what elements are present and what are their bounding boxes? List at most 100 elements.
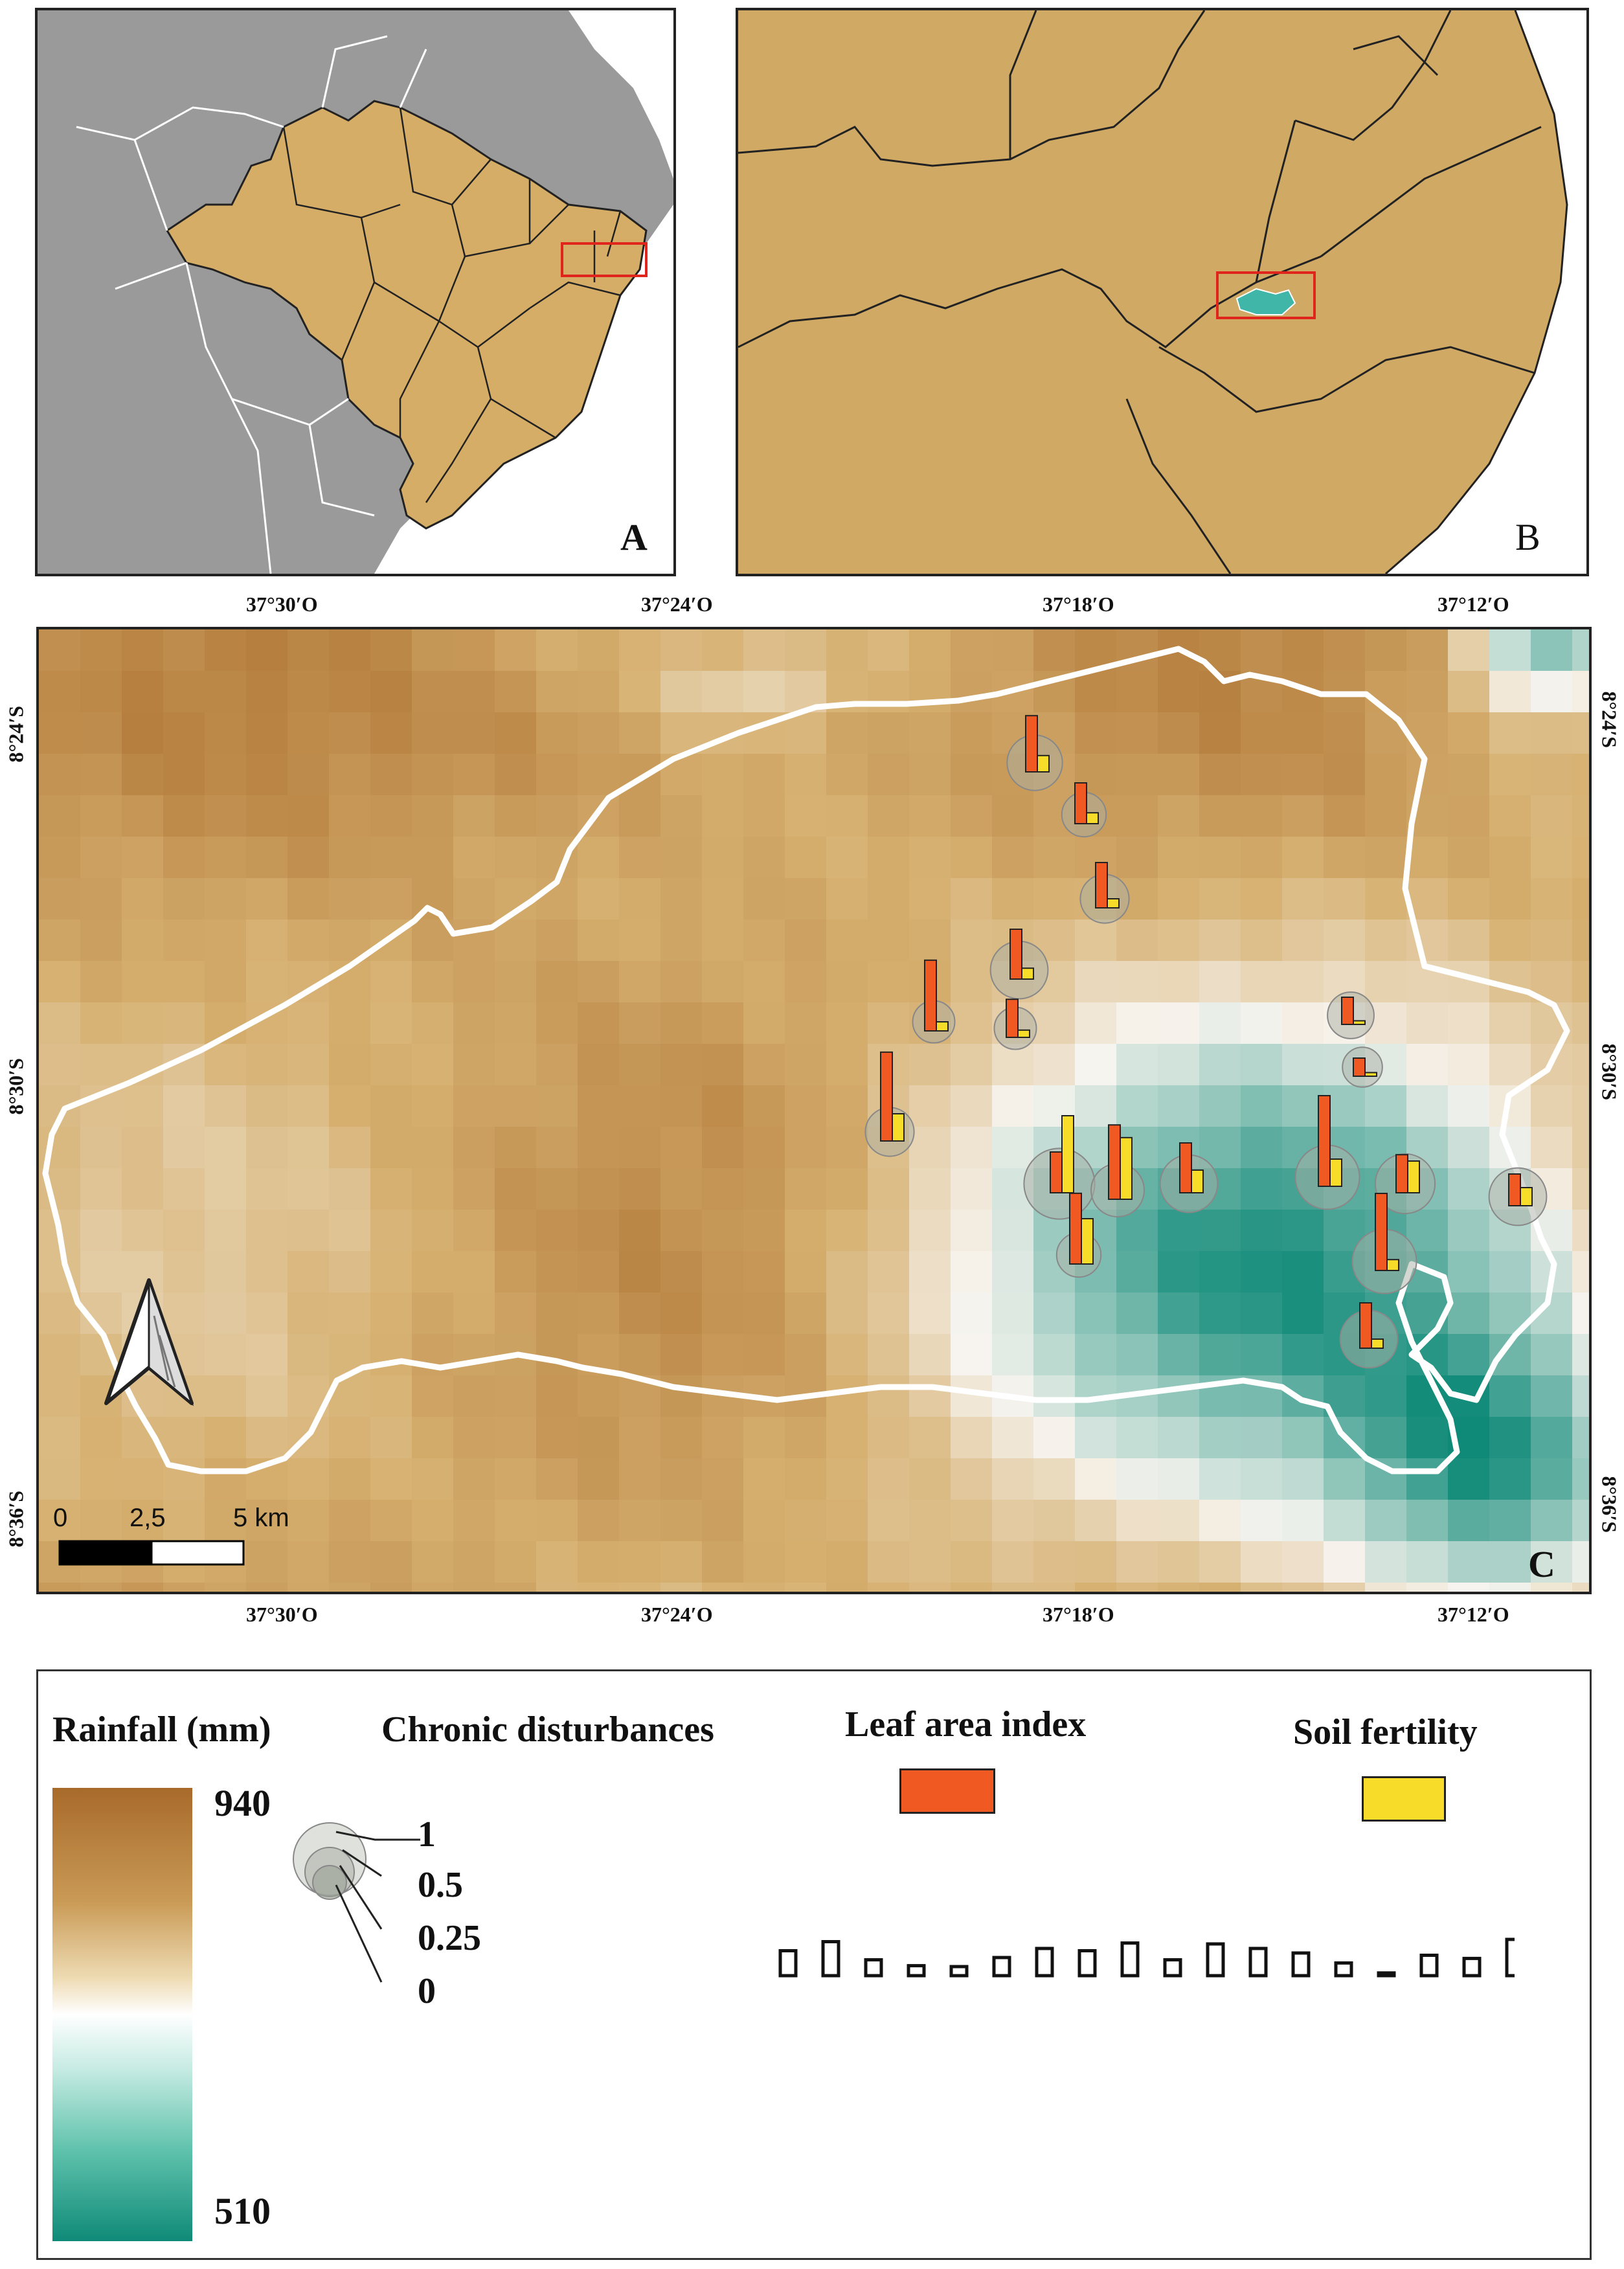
raster-cell [536, 1500, 578, 1542]
raster-cell [536, 1251, 578, 1293]
raster-cell [1448, 1251, 1490, 1293]
raster-cell [1489, 1500, 1531, 1542]
raster-cell [992, 1500, 1034, 1542]
raster-cell [702, 629, 744, 672]
raster-cell [1199, 1541, 1241, 1583]
raster-cell [453, 1251, 495, 1293]
raster-cell [39, 1375, 81, 1417]
raster-cell [1116, 1251, 1158, 1293]
raster-cell [868, 961, 910, 1003]
raster-cell [826, 754, 868, 796]
raster-cell [619, 1458, 661, 1500]
raster-cell [1075, 920, 1117, 962]
raster-cell [1365, 754, 1407, 796]
raster-cell [329, 1210, 371, 1252]
raster-cell [453, 837, 495, 879]
raster-cell [329, 795, 371, 837]
raster-cell [1324, 629, 1366, 672]
raster-cell [1365, 1500, 1407, 1542]
raster-cell [1075, 1417, 1117, 1459]
raster-cell [1033, 1334, 1076, 1376]
raster-cell [412, 1583, 454, 1592]
soil-fertility-bar [1061, 1115, 1074, 1193]
raster-cell [246, 712, 288, 754]
raster-cell [370, 1085, 412, 1127]
raster-cell [1531, 754, 1573, 796]
raster-cell [39, 795, 81, 837]
raster-cell [578, 712, 620, 754]
raster-cell [80, 878, 122, 920]
raster-cell [1199, 1417, 1241, 1459]
raster-cell [702, 1500, 744, 1542]
raster-cell [39, 920, 81, 962]
raster-cell [743, 671, 785, 713]
raster-cell [1075, 961, 1117, 1003]
raster-cell [536, 1085, 578, 1127]
raster-cell [1075, 1085, 1117, 1127]
raster-cell [412, 1085, 454, 1127]
soil-fertility-bar [1086, 812, 1099, 825]
legend-bar-outline [864, 1958, 883, 1978]
raster-cell [1448, 1583, 1490, 1592]
raster-cell [909, 1375, 951, 1417]
raster-cell [868, 1375, 910, 1417]
raster-cell [536, 1168, 578, 1210]
raster-cell [246, 1251, 288, 1293]
raster-cell [370, 671, 412, 713]
legend-bar-outline [1377, 1971, 1396, 1978]
leaf-area-bar [1179, 1142, 1192, 1193]
raster-cell [1033, 1417, 1076, 1459]
raster-cell [80, 1127, 122, 1169]
raster-cell [1282, 795, 1324, 837]
site-marker [1079, 862, 1130, 924]
raster-cell [702, 1210, 744, 1252]
raster-cell [1531, 1458, 1573, 1500]
raster-cell [246, 1085, 288, 1127]
raster-cell [412, 795, 454, 837]
raster-cell [1199, 1583, 1241, 1592]
municipal-borders [738, 10, 1568, 574]
raster-cell [1282, 629, 1324, 672]
raster-cell [1158, 1251, 1200, 1293]
raster-cell [329, 878, 371, 920]
raster-cell [1365, 1085, 1407, 1127]
raster-cell [122, 1002, 164, 1044]
raster-cell [205, 1044, 247, 1086]
raster-cell [1572, 1417, 1589, 1459]
raster-cell [495, 1127, 537, 1169]
raster-cell [1241, 1458, 1283, 1500]
raster-cell [909, 1044, 951, 1086]
raster-cell [1199, 1251, 1241, 1293]
raster-cell [246, 1541, 288, 1583]
raster-cell [826, 961, 868, 1003]
raster-cell [1199, 1085, 1241, 1127]
coord-bottom-2: 37°24′O [641, 1603, 713, 1626]
raster-cell [495, 1583, 537, 1592]
raster-cell [412, 754, 454, 796]
site-marker [1055, 1192, 1102, 1278]
raster-cell [785, 754, 827, 796]
raster-cell [536, 1210, 578, 1252]
raster-cell [1365, 1417, 1407, 1459]
leaf-area-bar [1395, 1154, 1408, 1194]
raster-cell [329, 1541, 371, 1583]
raster-cell [370, 1044, 412, 1086]
raster-cell [660, 1417, 703, 1459]
raster-cell [163, 754, 205, 796]
raster-cell [1572, 1293, 1589, 1335]
raster-cell [660, 671, 703, 713]
raster-cell [1448, 712, 1490, 754]
raster-cell [1448, 1500, 1490, 1542]
raster-cell [122, 1210, 164, 1252]
raster-cell [370, 1251, 412, 1293]
raster-cell [205, 1085, 247, 1127]
raster-cell [909, 754, 951, 796]
raster-cell [205, 920, 247, 962]
raster-cell [826, 1168, 868, 1210]
raster-cell [660, 878, 703, 920]
raster-cell [122, 878, 164, 920]
raster-cell [578, 1583, 620, 1592]
raster-cell [495, 1002, 537, 1044]
study-area-shape-b [1235, 288, 1296, 315]
raster-cell [702, 878, 744, 920]
